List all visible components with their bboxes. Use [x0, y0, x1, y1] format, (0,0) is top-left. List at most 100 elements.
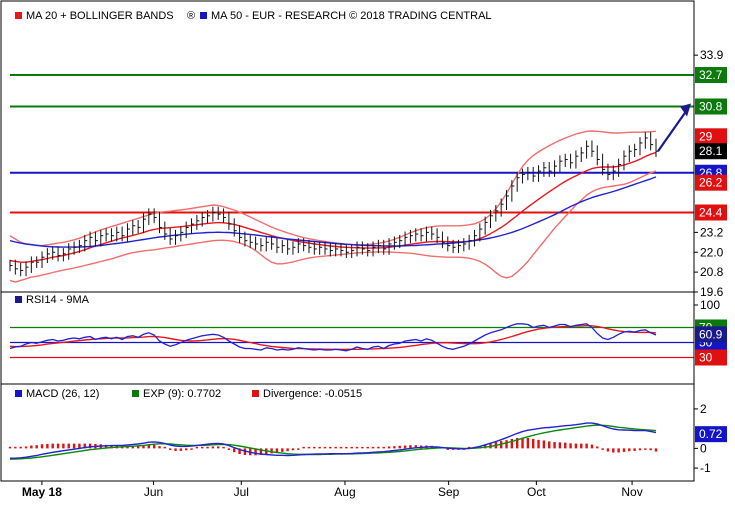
x-axis-label: Nov — [621, 485, 642, 499]
price-axis-label: 20.8 — [700, 265, 724, 279]
macd-divergence-bar — [350, 446, 353, 449]
macd-divergence-bar — [532, 438, 535, 449]
macd-divergence-bar — [131, 445, 134, 449]
macd-divergence-bar — [142, 444, 145, 449]
legend-swatch-ma50 — [200, 12, 207, 19]
macd-divergence-bar — [238, 448, 241, 455]
level-tag-support-3: 24.4 — [699, 206, 723, 220]
rsi-current-tag: 60.9 — [699, 327, 723, 341]
macd-divergence-bar — [622, 448, 626, 452]
macd-divergence-bar — [168, 448, 172, 450]
macd-divergence-bar — [51, 443, 54, 449]
macd-divergence-bar — [163, 446, 167, 449]
price-tag-2: 26.2 — [699, 176, 723, 190]
macd-divergence-bar — [147, 444, 151, 449]
macd-divergence-bar — [297, 448, 300, 450]
macd-divergence-bar — [371, 446, 375, 449]
macd-divergence-bar — [281, 448, 284, 452]
macd-divergence-bar — [638, 448, 642, 451]
macd-divergence-bar — [585, 443, 588, 449]
macd-divergence-bar — [654, 448, 658, 452]
macd-axis-label: 0 — [700, 441, 707, 455]
macd-axis-label: -1 — [700, 461, 711, 475]
price-legend: MA 20 + BOLLINGER BANDS ® MA 50 - EUR - RE… — [15, 10, 492, 22]
macd-divergence-bar — [222, 446, 225, 449]
macd-divergence-bar — [606, 448, 610, 452]
x-axis-label: Sep — [438, 485, 460, 499]
macd-divergence-bar — [537, 439, 540, 449]
macd-divergence-bar — [409, 445, 412, 449]
macd-divergence-bar — [152, 444, 156, 449]
legend-label-macd-1: EXP (9): 0.7702 — [143, 388, 221, 400]
ma50-line — [9, 176, 657, 248]
level-tag-resistance-0-box — [695, 67, 727, 84]
rsi-levels — [10, 326, 694, 359]
rsi-series — [9, 323, 657, 352]
macd-divergence-bar — [78, 443, 81, 449]
macd-divergence-bar — [291, 448, 295, 451]
macd-divergence-bar — [24, 446, 28, 449]
macd-divergence-bar — [403, 445, 407, 449]
price-tag-0: 29 — [699, 129, 713, 143]
macd-divergence-bar — [323, 446, 327, 449]
price-axis-label: 23.2 — [700, 225, 724, 239]
macd-divergence-bar — [521, 437, 524, 449]
macd-divergence-bar — [179, 448, 183, 451]
macd-divergence-bar — [553, 442, 556, 449]
macd-divergence-bar — [617, 448, 620, 453]
macd-divergence-bar — [190, 448, 193, 450]
macd-divergence-bar — [14, 446, 17, 449]
macd-divergence-bar — [644, 448, 647, 450]
macd-current-tag: 0.72 — [699, 427, 723, 441]
macd-divergence-bar — [318, 446, 321, 449]
chart-frame — [0, 0, 695, 482]
rsi-axis-label: 100 — [700, 298, 720, 312]
macd-divergence-bar — [526, 437, 530, 449]
macd-divergence-bar — [104, 444, 108, 449]
macd-divergence-bar — [30, 445, 33, 449]
macd-divergence-bar — [72, 443, 76, 449]
x-axis-label: Oct — [527, 485, 546, 499]
macd-divergence-bar — [254, 448, 257, 456]
rsi-axis: 10070503060.9 — [694, 298, 727, 366]
macd-divergence-bar — [286, 448, 289, 452]
level-tag-support-3-box — [695, 204, 727, 221]
price-bars — [9, 132, 659, 277]
price-series — [9, 130, 657, 283]
macd-axis-label: 2 — [700, 402, 707, 416]
legend-label-ma50: MA 50 - EUR - RESEARCH © 2018 TRADING CE… — [211, 10, 492, 22]
macd-divergence-bar — [601, 448, 604, 450]
macd-divergence-bar — [83, 443, 86, 449]
price-axis-label: 22.0 — [700, 245, 724, 259]
macd-divergence-bar — [136, 445, 140, 449]
price-axis-label: 19.6 — [700, 285, 724, 299]
macd-divergence-bar — [259, 448, 263, 455]
macd-divergence-bar — [569, 443, 572, 449]
x-axis-label: Aug — [334, 485, 355, 499]
macd-divergence-bar — [564, 442, 567, 449]
legend-label-ma20: MA 20 + BOLLINGER BANDS — [26, 10, 174, 22]
bollinger-lower-line — [9, 170, 657, 283]
macd-divergence-bar — [366, 446, 369, 449]
level-tag-resistance-0: 32.7 — [699, 68, 723, 82]
legend-swatch-macd-0 — [15, 390, 22, 397]
price-levels — [10, 74, 694, 214]
macd-divergence-bar — [387, 446, 391, 449]
macd-divergence-bar — [515, 437, 519, 449]
macd-divergence-bar — [393, 446, 396, 449]
macd-divergence-bar — [580, 443, 583, 449]
macd-divergence-bar — [200, 446, 204, 449]
macd-divergence-bar — [542, 440, 546, 449]
macd-divergence-bar — [355, 446, 359, 449]
x-axis: May 18 Jun Jul Aug Sep Oct Nov — [22, 481, 643, 499]
plot-border — [0, 0, 695, 482]
price-tag-1-box — [695, 143, 727, 160]
price-axis: 33.923.222.020.819.632.730.826.824.42928… — [694, 48, 727, 299]
macd-divergence-bar — [398, 445, 401, 449]
forecast-arrow-shaft — [657, 107, 689, 152]
macd-divergence-bar — [628, 448, 631, 452]
macd-divergence-bar — [302, 446, 305, 449]
price-axis-label: 33.9 — [700, 48, 724, 62]
rsi-level-tag-30-box — [695, 349, 727, 366]
